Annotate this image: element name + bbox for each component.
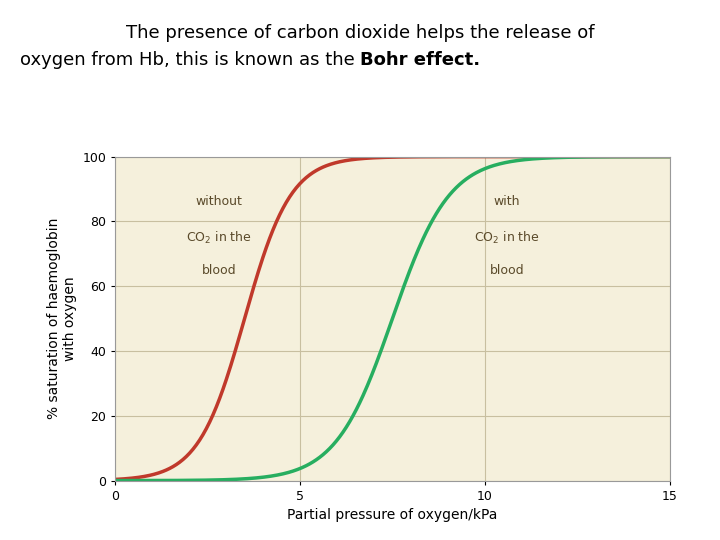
X-axis label: Partial pressure of oxygen/kPa: Partial pressure of oxygen/kPa <box>287 508 498 522</box>
Text: without: without <box>195 195 242 208</box>
Text: blood: blood <box>202 264 236 276</box>
Text: The presence of carbon dioxide helps the release of: The presence of carbon dioxide helps the… <box>126 24 594 42</box>
Y-axis label: % saturation of haemoglobin
with oxygen: % saturation of haemoglobin with oxygen <box>47 218 77 419</box>
Text: blood: blood <box>490 264 524 276</box>
Text: Bohr effect.: Bohr effect. <box>360 51 480 69</box>
Text: CO$_2$ in the: CO$_2$ in the <box>186 230 251 246</box>
Text: CO$_2$ in the: CO$_2$ in the <box>474 230 540 246</box>
Text: oxygen from Hb, this is known as the: oxygen from Hb, this is known as the <box>19 51 360 69</box>
Text: with: with <box>494 195 521 208</box>
